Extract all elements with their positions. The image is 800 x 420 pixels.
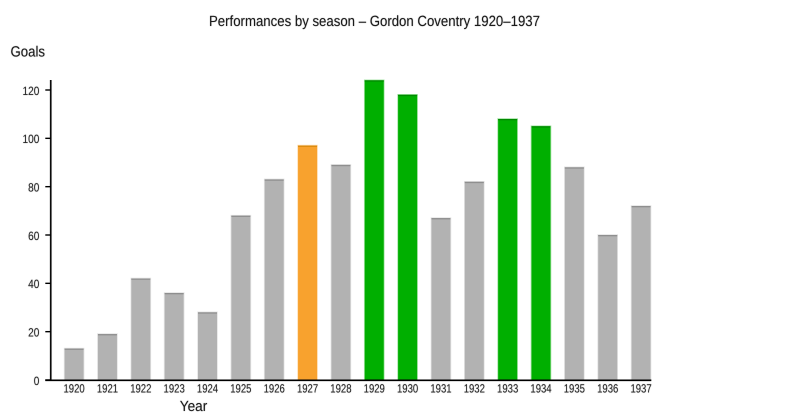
svg-text:1927: 1927	[297, 382, 318, 396]
svg-text:1931: 1931	[430, 382, 451, 396]
svg-text:1933: 1933	[497, 382, 518, 396]
svg-text:60: 60	[28, 229, 39, 243]
svg-text:100: 100	[23, 132, 40, 146]
svg-text:1930: 1930	[397, 382, 418, 396]
svg-text:80: 80	[28, 180, 39, 194]
svg-text:1921: 1921	[97, 382, 118, 396]
svg-text:1925: 1925	[230, 382, 251, 396]
svg-text:1922: 1922	[130, 382, 151, 396]
svg-text:Year: Year	[180, 399, 208, 415]
svg-text:1926: 1926	[264, 382, 285, 396]
svg-text:40: 40	[28, 277, 39, 291]
svg-text:0: 0	[34, 374, 40, 388]
svg-text:1924: 1924	[197, 382, 218, 396]
svg-text:1929: 1929	[364, 382, 385, 396]
svg-text:1937: 1937	[630, 382, 651, 396]
svg-text:20: 20	[28, 325, 39, 339]
svg-text:1936: 1936	[597, 382, 618, 396]
svg-text:1932: 1932	[464, 382, 485, 396]
svg-text:1920: 1920	[64, 382, 85, 396]
svg-text:1935: 1935	[564, 382, 585, 396]
svg-text:1934: 1934	[530, 382, 551, 396]
svg-text:Performances by season – Gordo: Performances by season – Gordon Coventry…	[209, 14, 540, 30]
svg-text:1928: 1928	[330, 382, 351, 396]
svg-text:120: 120	[23, 84, 40, 98]
svg-text:1923: 1923	[164, 382, 185, 396]
svg-text:Goals: Goals	[11, 44, 46, 60]
